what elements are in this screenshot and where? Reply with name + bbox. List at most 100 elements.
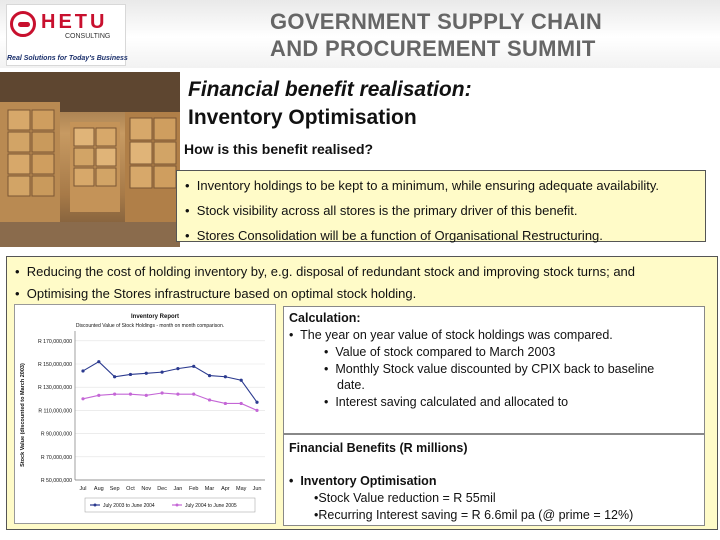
warehouse-photo bbox=[0, 72, 180, 247]
series-line bbox=[82, 360, 258, 403]
calculation-subitem: • Monthly Stock value discounted by CPIX… bbox=[324, 362, 655, 376]
calculation-heading: Calculation: bbox=[289, 311, 361, 325]
financial-subtext: Stock Value reduction = R 55mil bbox=[318, 491, 496, 505]
summit-title-line1: GOVERNMENT SUPPLY CHAIN bbox=[270, 9, 603, 34]
series-point bbox=[255, 408, 259, 412]
logo-mark-icon bbox=[10, 11, 36, 37]
legend-label: July 2003 to June 2004 bbox=[103, 503, 155, 509]
bullet-text: Stores Consolidation will be a function … bbox=[196, 228, 603, 243]
series-point bbox=[97, 393, 101, 397]
financial-benefits-box: Financial Benefits (R millions) • Invent… bbox=[283, 434, 705, 526]
x-tick-label: Apr bbox=[221, 486, 230, 492]
chart-ylabel: Stock Value (discounted to March 2003) bbox=[20, 363, 26, 467]
series-point bbox=[223, 375, 227, 379]
legend-marker bbox=[93, 503, 97, 507]
y-tick-label: R 150,000,000 bbox=[38, 362, 72, 368]
calculation-subtext: Value of stock compared to March 2003 bbox=[335, 345, 556, 359]
x-tick-label: Oct bbox=[126, 486, 135, 492]
series-point bbox=[144, 371, 148, 375]
series-point bbox=[144, 393, 148, 397]
title-line2: Inventory Optimisation bbox=[188, 106, 417, 129]
bullet-text: Stock visibility across all stores is th… bbox=[196, 203, 578, 218]
logo-text: HETU bbox=[41, 11, 108, 33]
panel-bullet-text: Reducing the cost of holding inventory b… bbox=[26, 264, 636, 279]
series-point bbox=[97, 360, 101, 364]
x-tick-label: Feb bbox=[189, 486, 198, 492]
series-point bbox=[192, 392, 196, 396]
chart-title: Inventory Report bbox=[131, 314, 179, 320]
series-point bbox=[192, 364, 196, 368]
financial-subitem: •Stock Value reduction = R 55mil bbox=[314, 491, 496, 505]
calculation-subtext-cont: date. bbox=[337, 378, 365, 392]
series-point bbox=[176, 367, 180, 371]
series-point bbox=[207, 374, 212, 378]
financial-heading: Financial Benefits (R millions) bbox=[289, 441, 468, 455]
bullet-text: Inventory holdings to be kept to a minim… bbox=[196, 178, 660, 193]
series-point bbox=[160, 370, 164, 374]
logo-subtext: CONSULTING bbox=[65, 33, 111, 40]
summit-title: GOVERNMENT SUPPLY CHAIN AND PROCUREMENT … bbox=[270, 8, 700, 62]
financial-item: • Inventory Optimisation bbox=[289, 474, 437, 488]
series-point bbox=[239, 378, 243, 382]
y-tick-label: R 130,000,000 bbox=[38, 385, 72, 391]
calculation-subitem: • Value of stock compared to March 2003 bbox=[324, 345, 556, 359]
summit-title-line2: AND PROCUREMENT SUMMIT bbox=[270, 36, 596, 61]
calculation-item: • The year on year value of stock holdin… bbox=[289, 328, 613, 342]
x-tick-label: Mar bbox=[205, 486, 215, 492]
series-point bbox=[207, 398, 212, 402]
y-tick-label: R 110,000,000 bbox=[38, 408, 72, 414]
calculation-box: Calculation: • The year on year value of… bbox=[283, 306, 705, 434]
series-point bbox=[223, 401, 227, 406]
y-tick-label: R 170,000,000 bbox=[38, 339, 72, 345]
bullet-item: • Inventory holdings to be kept to a min… bbox=[185, 178, 660, 193]
series-point bbox=[128, 392, 133, 396]
legend-box bbox=[84, 497, 256, 513]
inventory-chart: Inventory Report Discounted Value of Sto… bbox=[14, 304, 276, 524]
bullet-item: • Stores Consolidation will be a functio… bbox=[185, 228, 603, 243]
title-line1: Financial benefit realisation: bbox=[188, 78, 472, 101]
financial-subtext: Recurring Interest saving = R 6.6mil pa … bbox=[318, 508, 634, 522]
calculation-subitem: • Interest saving calculated and allocat… bbox=[324, 395, 569, 409]
series-point bbox=[128, 372, 133, 377]
y-tick-label: R 70,000,000 bbox=[41, 455, 72, 461]
warehouse-boxes-image bbox=[0, 72, 180, 247]
x-tick-label: Jul bbox=[79, 486, 86, 492]
x-tick-label: Aug bbox=[94, 486, 104, 492]
y-tick-label: R 50,000,000 bbox=[41, 478, 72, 484]
series-point bbox=[113, 392, 117, 396]
x-tick-label: Jun bbox=[253, 486, 262, 492]
chart-subtitle: Discounted Value of Stock Holdings - mon… bbox=[76, 323, 224, 329]
series-point bbox=[255, 400, 259, 404]
header-banner: HETU CONSULTING Real Solutions for Today… bbox=[0, 0, 720, 68]
calculation-subtext: Monthly Stock value discounted by CPIX b… bbox=[335, 362, 655, 376]
slide-title: Financial benefit realisation: Inventory… bbox=[184, 72, 720, 132]
financial-subitem: •Recurring Interest saving = R 6.6mil pa… bbox=[314, 508, 634, 522]
panel-bullet: • Reducing the cost of holding inventory… bbox=[15, 264, 636, 279]
y-tick-label: R 90,000,000 bbox=[41, 432, 72, 438]
legend-marker bbox=[175, 503, 179, 507]
series-point bbox=[113, 375, 117, 379]
logo-tagline: Real Solutions for Today's Business bbox=[7, 55, 128, 62]
x-tick-label: Jan bbox=[173, 486, 182, 492]
bullet-item: • Stock visibility across all stores is … bbox=[185, 203, 578, 218]
inventory-line-chart: Inventory Report Discounted Value of Sto… bbox=[20, 314, 265, 513]
calculation-text: The year on year value of stock holdings… bbox=[300, 328, 613, 342]
subheading: How is this benefit realised? bbox=[184, 141, 374, 157]
series-point bbox=[81, 397, 85, 401]
x-tick-label: Nov bbox=[141, 486, 151, 492]
x-tick-label: Dec bbox=[157, 486, 167, 492]
panel-bullet-text: Optimising the Stores infrastructure bas… bbox=[26, 286, 417, 301]
x-tick-label: Sep bbox=[110, 486, 120, 492]
calculation-subtext: Interest saving calculated and allocated… bbox=[335, 395, 569, 409]
financial-item-text: Inventory Optimisation bbox=[300, 474, 437, 488]
panel-bullet: • Optimising the Stores infrastructure b… bbox=[15, 286, 417, 301]
x-tick-label: May bbox=[236, 486, 247, 492]
benefit-bullets-box: • Inventory holdings to be kept to a min… bbox=[176, 170, 706, 243]
series-point bbox=[160, 391, 164, 395]
series-point bbox=[176, 392, 180, 396]
series-point bbox=[81, 369, 85, 373]
legend-label: July 2004 to June 2005 bbox=[185, 503, 237, 509]
series-line bbox=[82, 392, 258, 411]
series-point bbox=[239, 401, 243, 406]
hetu-logo: HETU CONSULTING Real Solutions for Today… bbox=[6, 4, 128, 66]
